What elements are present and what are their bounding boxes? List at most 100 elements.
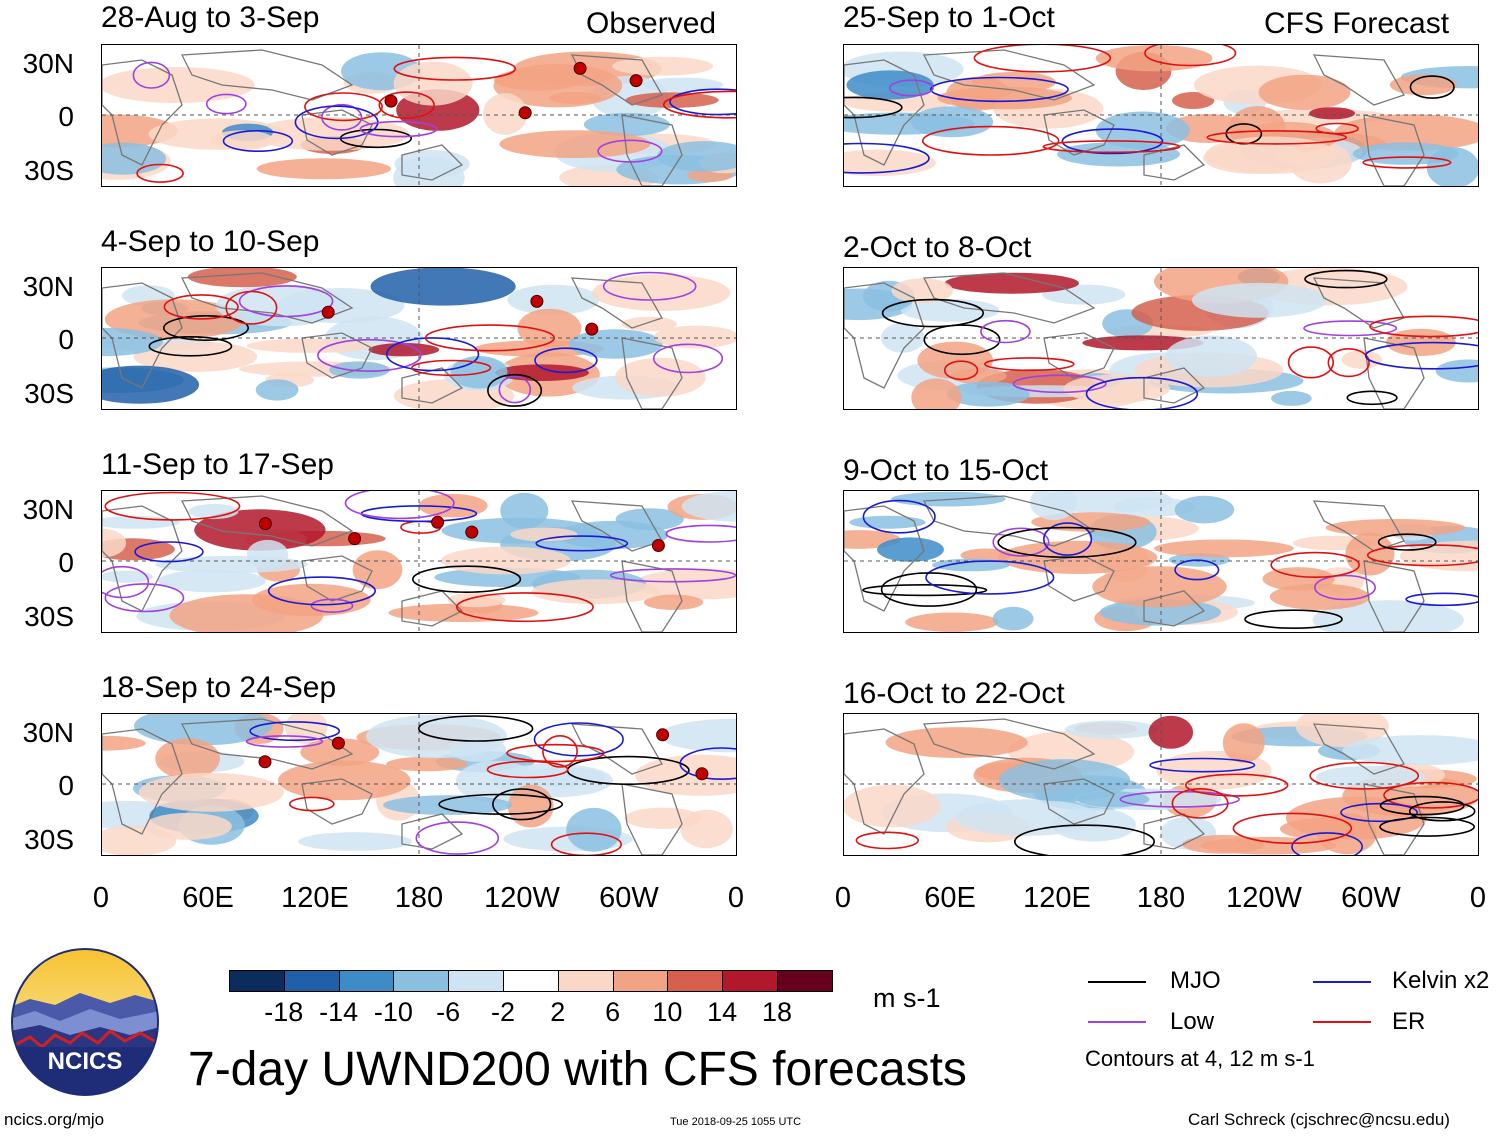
er-contour (550, 832, 622, 855)
kelvin-contour (1340, 802, 1418, 823)
colorbar-units: m s-1 (873, 983, 941, 1013)
anomaly-shading (102, 491, 736, 632)
easterly-anomaly (507, 284, 600, 315)
tropical-cyclone-marker (384, 94, 398, 108)
mjo-contour (162, 314, 250, 341)
low-contour (609, 568, 736, 583)
mjo-contour (487, 373, 543, 407)
westerly-anomaly (1092, 566, 1227, 608)
continent-outline (621, 114, 683, 186)
panel-title-obs-2: 4-Sep to 10-Sep (101, 225, 320, 258)
anomaly-shading (844, 714, 1478, 855)
mjo-contour (438, 793, 564, 815)
colorbar-tick-label: -6 (436, 997, 461, 1027)
westerly-anomaly (885, 727, 1028, 758)
panel-title-fcst-4: 16-Oct to 22-Oct (843, 677, 1065, 710)
easterly-anomaly (583, 112, 670, 137)
kelvin-contour (1174, 559, 1220, 581)
easterly-anomaly (1426, 147, 1478, 186)
mjo-contour (492, 788, 552, 821)
low-contour (980, 319, 1031, 344)
easterly-anomaly (642, 77, 724, 92)
lat-label-30s: 30S (24, 378, 74, 409)
westerly-anomaly (510, 527, 578, 542)
westerly-anomaly (624, 807, 702, 829)
westerly-anomaly (447, 592, 506, 608)
continent-outline (922, 718, 1096, 770)
er-contour (542, 735, 578, 768)
lat-label-30n: 30N (22, 48, 74, 79)
continent-outline (1312, 54, 1405, 106)
continent-outline (922, 272, 1096, 324)
lon-label-120w: 120W (484, 882, 560, 914)
tropical-cyclone-marker (258, 755, 272, 769)
easterly-anomaly (1095, 111, 1190, 150)
continent-outline (570, 500, 663, 552)
easterly-anomaly (134, 714, 273, 746)
low-contour (245, 735, 324, 748)
westerly-anomaly (1389, 74, 1457, 96)
er-contour (1369, 315, 1478, 338)
easterly-anomaly (998, 759, 1131, 802)
er-contour (1383, 781, 1478, 809)
kelvin-contour (134, 541, 204, 563)
mjo-contour (1379, 795, 1465, 816)
continent-outline (1143, 144, 1206, 181)
colorbar-segment (229, 970, 285, 992)
westerly-anomaly (905, 612, 999, 632)
low-contour (104, 583, 185, 613)
easterly-anomaly (522, 767, 606, 788)
westerly-anomaly (960, 548, 1012, 563)
map-forecast-week-1 (843, 44, 1479, 187)
tropical-cyclone-marker (530, 294, 544, 308)
westerly-anomaly (1258, 74, 1351, 110)
westerly-anomaly (1095, 45, 1213, 72)
lat-label-30s: 30S (24, 155, 74, 186)
legend-mjo-line (1088, 981, 1146, 983)
colorbar-tick-label: 2 (550, 997, 566, 1027)
kelvin-contour (1405, 592, 1478, 607)
westerly-anomaly (844, 784, 941, 828)
easterly-anomaly (557, 520, 669, 550)
er-contour (163, 294, 239, 320)
low-contour (992, 527, 1050, 557)
westerly-anomaly (621, 316, 677, 332)
easterly-anomaly (900, 299, 1000, 322)
lat-label-eq: 0 (58, 547, 74, 578)
easterly-anomaly (383, 795, 513, 815)
westerly-anomaly (155, 738, 220, 779)
colorbar-segment (612, 970, 669, 992)
source-url[interactable]: ncics.org/mjo (4, 1110, 105, 1129)
continent-outline (844, 505, 925, 612)
low-contour (652, 343, 724, 374)
westerly-anomaly (1309, 107, 1356, 120)
tropical-cyclone-marker (585, 322, 599, 336)
continent-outline (621, 783, 683, 855)
er-contour (1042, 140, 1181, 154)
mjo-contour (148, 336, 233, 357)
lon-label-60w: 60W (599, 882, 659, 914)
lat-label-eq: 0 (58, 324, 74, 355)
continent-outline (922, 495, 1096, 547)
easterly-anomaly (155, 555, 308, 574)
westerly-anomaly (133, 341, 258, 372)
low-contour (665, 524, 736, 543)
colorbar-segment (338, 970, 395, 992)
tropical-cyclone-marker (348, 532, 362, 546)
continent-outline (1143, 590, 1206, 627)
continent-outline (102, 59, 183, 166)
westerly-anomaly (517, 308, 582, 348)
westerly-anomaly (1182, 835, 1265, 854)
low-contour (132, 61, 171, 89)
continent-outline (180, 49, 354, 101)
er-contour (1327, 347, 1370, 378)
westerly-anomaly (612, 56, 714, 76)
er-contour (1362, 156, 1452, 169)
legend-low-line (1088, 1021, 1146, 1023)
lat-label-30n: 30N (22, 271, 74, 302)
continent-outline (1312, 723, 1405, 775)
colorbar-segment (448, 970, 504, 992)
continent-outline (102, 282, 183, 389)
kelvin-contour (844, 142, 930, 174)
westerly-anomaly (1203, 142, 1307, 174)
